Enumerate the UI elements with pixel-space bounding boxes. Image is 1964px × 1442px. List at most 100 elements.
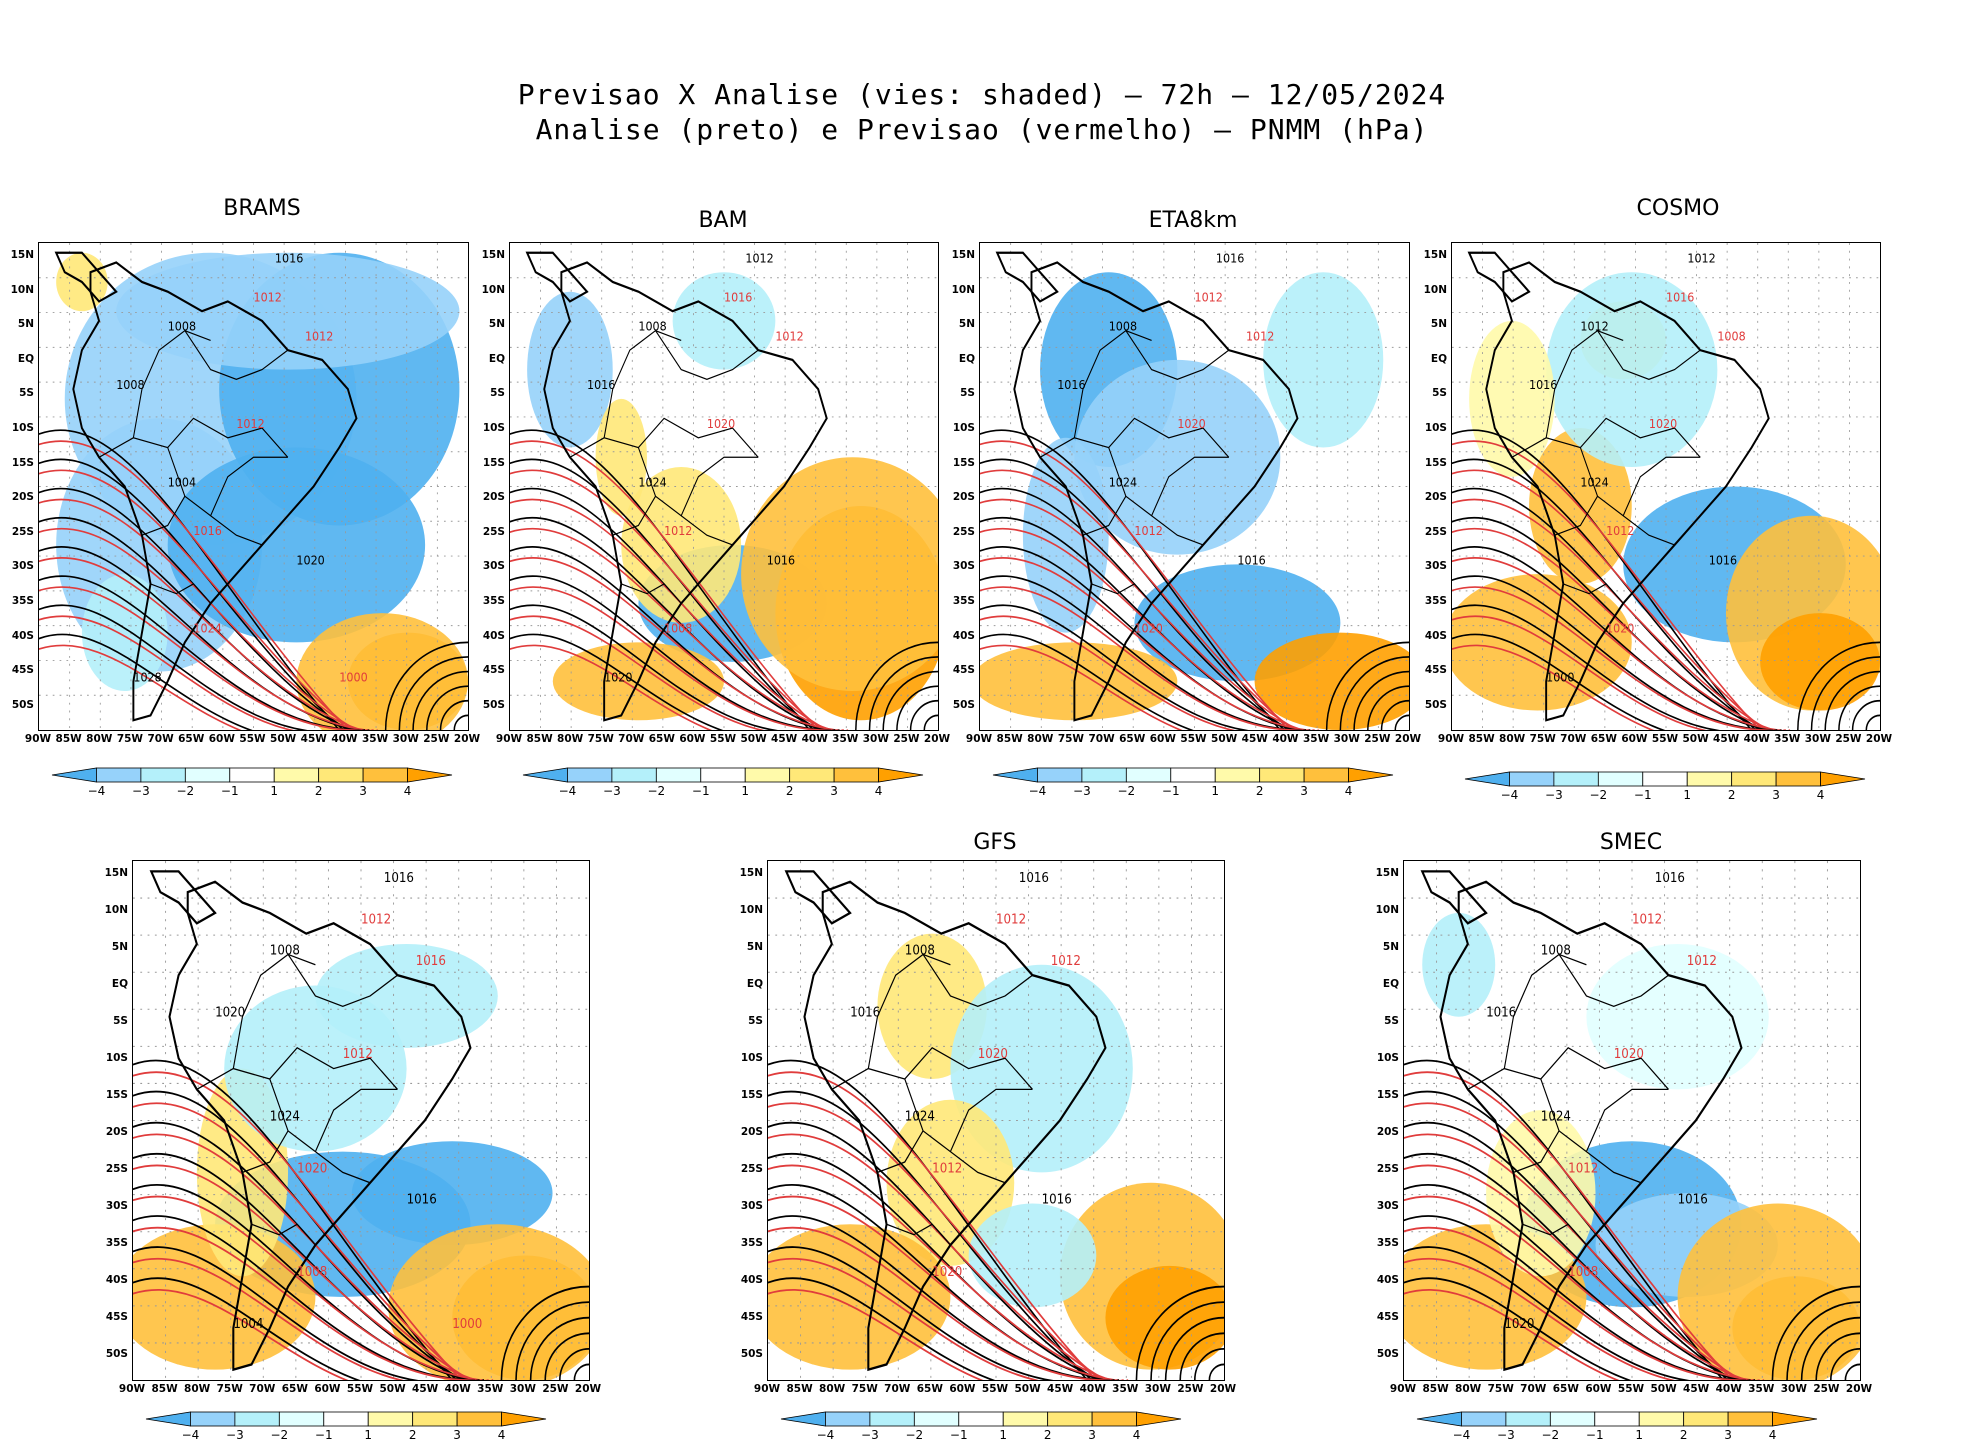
analysis-isobar (1452, 517, 1765, 730)
isobar-label: 1028 (133, 670, 161, 685)
latitude-label: 35S (105, 1236, 128, 1249)
longitude-label: 55W (346, 1383, 374, 1395)
map-canvas: 1016 1012 1008 1012 1016 1020 1024 1012 1016 1020 (768, 861, 1224, 1380)
colorbar (992, 767, 1394, 783)
longitude-label: 60W (949, 1383, 976, 1395)
longitude-label: 25W (893, 733, 920, 745)
bias-shading (1263, 272, 1384, 448)
colorbar-bin (323, 1411, 369, 1427)
isobar-label: 1000 (339, 670, 367, 685)
latitude-label: 35S (1424, 594, 1447, 607)
latitude-label: 15N (739, 867, 763, 879)
latitude-label: 25S (11, 525, 34, 538)
latitude-label: 5S (490, 387, 505, 400)
colorbar-label: −1 (314, 1428, 333, 1442)
analysis-isobar (39, 575, 361, 730)
longitude-label: 75W (851, 1383, 878, 1395)
longitude-label: 30W (392, 733, 419, 745)
longitude-label: 65W (1552, 1383, 1579, 1395)
colorbar-bin (362, 767, 408, 783)
colorbar (780, 1411, 1182, 1427)
longitude-label: 70W (1088, 733, 1115, 745)
longitude-label: 50W (1014, 1383, 1041, 1395)
colorbar-label: 4 (1816, 788, 1825, 802)
latitude-label: 20S (952, 491, 975, 504)
map-panel: 1012 1016 1012 1008 1016 1020 1024 1012 1016 1020… (1451, 242, 1881, 731)
country-border (132, 329, 211, 438)
latitude-label: 10N (481, 283, 505, 296)
longitude-label: 25W (423, 733, 450, 745)
colorbar-label: 2 (785, 784, 794, 798)
colorbar-label: −4 (1500, 788, 1519, 802)
analysis-isobar (510, 429, 811, 730)
isobar-label: 1016 (724, 290, 752, 305)
country-border (1540, 1078, 1642, 1184)
colorbar-bin (700, 767, 746, 783)
longitude-label: 50W (1650, 1383, 1677, 1395)
colorbar-label: −2 (1117, 784, 1136, 798)
colorbar-bin (825, 1411, 871, 1427)
forecast-isobar (1404, 1289, 1765, 1380)
colorbar-bin (1461, 1411, 1507, 1427)
forecast-isobar (980, 615, 1315, 730)
isobar-label: 1012 (305, 329, 333, 344)
latitude-label: 45S (482, 664, 505, 677)
isobar-label: 1016 (416, 952, 446, 968)
low-pressure-isobar (573, 1363, 589, 1380)
country-border (232, 953, 316, 1069)
latitude-label: 25S (740, 1162, 763, 1175)
country-border (1073, 329, 1152, 438)
country-border (242, 1130, 289, 1174)
colorbar-label: −4 (181, 1428, 200, 1442)
map-panel: 1016 1012 1008 1012 1008 1012 1004 1016 1020 1024… (38, 242, 469, 731)
longitude-label: 40W (1715, 1383, 1742, 1395)
longitude-label: 60W (1149, 733, 1176, 745)
colorbar-label: 3 (1772, 788, 1780, 802)
latitude-label: 50S (740, 1347, 763, 1360)
latitude-label: 25S (952, 525, 975, 538)
forecast-isobar (510, 557, 836, 730)
isobar-label: 1020 (932, 1263, 962, 1279)
south-america-coastline (543, 261, 828, 722)
country-border (904, 1078, 1006, 1184)
colorbar-label: 3 (359, 784, 367, 798)
colorbar-bin (318, 767, 364, 783)
latitude-label: 10S (482, 421, 505, 434)
south-america-coastline (803, 880, 1107, 1372)
latitude-label: 50S (482, 698, 505, 711)
central-america-coastline (1420, 870, 1488, 925)
south-america-coastline (1439, 880, 1743, 1372)
panel-title: SMEC (1599, 830, 1663, 855)
latitude-label: 10S (105, 1051, 128, 1064)
forecast-isobar (768, 1289, 1129, 1380)
isobar-label: 1016 (767, 553, 795, 568)
analysis-isobar (1404, 1277, 1756, 1380)
country-border (1585, 1088, 1669, 1152)
latitude-label: 30S (952, 560, 975, 573)
colorbar-label: 2 (1255, 784, 1264, 798)
latitude-label: 5N (746, 940, 763, 953)
colorbar-bin (234, 1411, 280, 1427)
isobar-label: 1012 (1606, 524, 1634, 539)
isobar-label: 1020 (604, 670, 632, 685)
forecast-isobar (510, 615, 844, 730)
latitude-label: 25S (105, 1162, 128, 1175)
longitude-label: 40W (1079, 1383, 1106, 1395)
bias-shading (980, 642, 1178, 721)
panel-title: ETA8km (1148, 208, 1238, 233)
colorbar (522, 767, 924, 783)
longitude-label: 70W (249, 1383, 276, 1395)
longitude-label: 85W (786, 1383, 813, 1395)
longitude-label: 70W (1520, 1383, 1547, 1395)
isobar-label: 1016 (1042, 1191, 1072, 1207)
analysis-isobar (768, 1090, 1093, 1380)
forecast-isobar (1404, 1195, 1751, 1380)
bias-shading (296, 613, 468, 730)
longitude-label: 55W (239, 733, 266, 745)
low-pressure-isobar (453, 714, 468, 730)
colorbar-bin (412, 1411, 458, 1427)
latitude-label: 50S (1424, 698, 1447, 711)
country-border (886, 1223, 951, 1246)
longitude-label: 90W (753, 1383, 781, 1395)
analysis-isobar (39, 487, 349, 730)
